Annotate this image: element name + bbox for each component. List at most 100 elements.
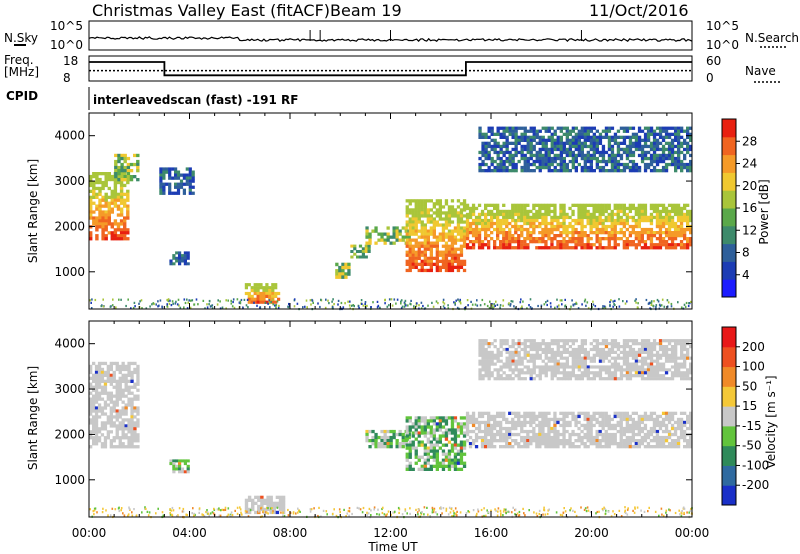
echo-cell xyxy=(89,376,93,380)
echo-cell xyxy=(670,426,675,431)
echo-cell xyxy=(120,178,124,182)
echo-cell xyxy=(634,234,638,238)
echo-cell xyxy=(598,150,603,155)
clutter-cell xyxy=(145,307,148,310)
echo-cell xyxy=(450,235,455,239)
echo-cell xyxy=(565,362,569,366)
echo-cell xyxy=(556,359,560,363)
echo-cell xyxy=(673,445,678,449)
echo-cell xyxy=(484,135,488,139)
echo-cell xyxy=(631,203,635,207)
echo-cell xyxy=(680,126,684,130)
echo-cell xyxy=(432,458,436,462)
echo-cell xyxy=(649,221,654,226)
echo-cell xyxy=(649,246,654,250)
echo-cell xyxy=(538,353,542,357)
echo-cell xyxy=(592,439,596,443)
clutter-cell xyxy=(372,301,374,304)
echo-cell xyxy=(159,182,163,186)
echo-cell xyxy=(568,345,572,349)
echo-cell xyxy=(559,371,563,375)
echo-cell xyxy=(628,215,632,220)
echo-cell xyxy=(610,374,615,378)
echo-cell xyxy=(532,368,536,372)
echo-cell xyxy=(94,397,99,401)
echo-cell xyxy=(652,156,657,161)
echo-cell xyxy=(622,126,627,130)
echo-cell xyxy=(508,243,512,247)
echo-cell xyxy=(274,286,278,290)
clutter-cell xyxy=(331,306,334,309)
echo-cell xyxy=(514,144,518,149)
echo-cell xyxy=(541,126,545,130)
date-label: 11/Oct/2016 xyxy=(589,1,689,20)
echo-cell xyxy=(658,426,663,431)
echo-cell xyxy=(496,206,500,211)
echo-cell xyxy=(592,169,596,173)
echo-cell xyxy=(619,206,623,211)
echo-cell xyxy=(405,416,409,420)
echo-cell xyxy=(670,203,675,207)
clutter-cell xyxy=(663,305,666,308)
echo-cell xyxy=(622,203,626,207)
echo-cell xyxy=(383,435,387,440)
echo-cell xyxy=(136,162,140,167)
echo-cell xyxy=(508,234,512,238)
echo-cell xyxy=(559,417,563,422)
echo-cell xyxy=(244,504,249,509)
echo-cell xyxy=(123,228,127,232)
echo-cell xyxy=(104,201,108,205)
echo-cell xyxy=(583,359,587,363)
echo-cell xyxy=(511,209,515,214)
echo-cell xyxy=(637,371,642,375)
echo-cell xyxy=(453,238,458,242)
echo-cell xyxy=(408,467,412,471)
echo-cell xyxy=(589,342,593,346)
echo-cell xyxy=(474,206,479,211)
echo-cell xyxy=(577,153,581,158)
echo-cell xyxy=(526,141,530,145)
echo-cell xyxy=(634,162,639,167)
echo-cell xyxy=(634,218,638,223)
echo-cell xyxy=(508,246,512,250)
echo-cell xyxy=(640,206,644,211)
echo-cell xyxy=(124,364,128,369)
echo-cell xyxy=(392,432,396,437)
echo-cell xyxy=(103,382,108,386)
echo-cell xyxy=(361,252,365,256)
clutter-cell xyxy=(447,307,450,310)
echo-cell xyxy=(664,227,669,232)
echo-cell xyxy=(429,446,433,450)
echo-cell xyxy=(583,246,587,250)
echo-cell xyxy=(598,445,602,449)
echo-cell xyxy=(592,374,596,378)
echo-cell xyxy=(405,208,409,212)
echo-cell xyxy=(435,461,439,465)
echo-cell xyxy=(477,221,482,226)
echo-cell xyxy=(622,350,627,354)
echo-cell xyxy=(529,368,533,372)
echo-cell xyxy=(568,169,572,173)
clutter-cell xyxy=(489,300,491,303)
echo-cell xyxy=(625,342,630,346)
echo-cell xyxy=(520,371,524,375)
echo-cell xyxy=(547,156,551,161)
clutter-cell xyxy=(400,300,402,303)
echo-cell xyxy=(595,429,599,434)
echo-cell xyxy=(423,256,427,260)
echo-cell xyxy=(544,159,548,164)
echo-cell xyxy=(532,162,536,167)
echo-cell xyxy=(529,156,533,161)
echo-cell xyxy=(100,406,105,410)
echo-cell xyxy=(459,265,464,269)
clutter-cell xyxy=(186,307,189,310)
echo-cell xyxy=(574,237,578,241)
echo-cell xyxy=(408,455,412,459)
echo-cell xyxy=(583,159,587,164)
echo-cell xyxy=(664,417,669,422)
echo-cell xyxy=(374,241,378,245)
echo-cell xyxy=(520,362,524,366)
echo-cell xyxy=(101,195,105,199)
echo-cell xyxy=(101,210,105,214)
echo-cell xyxy=(616,159,621,164)
